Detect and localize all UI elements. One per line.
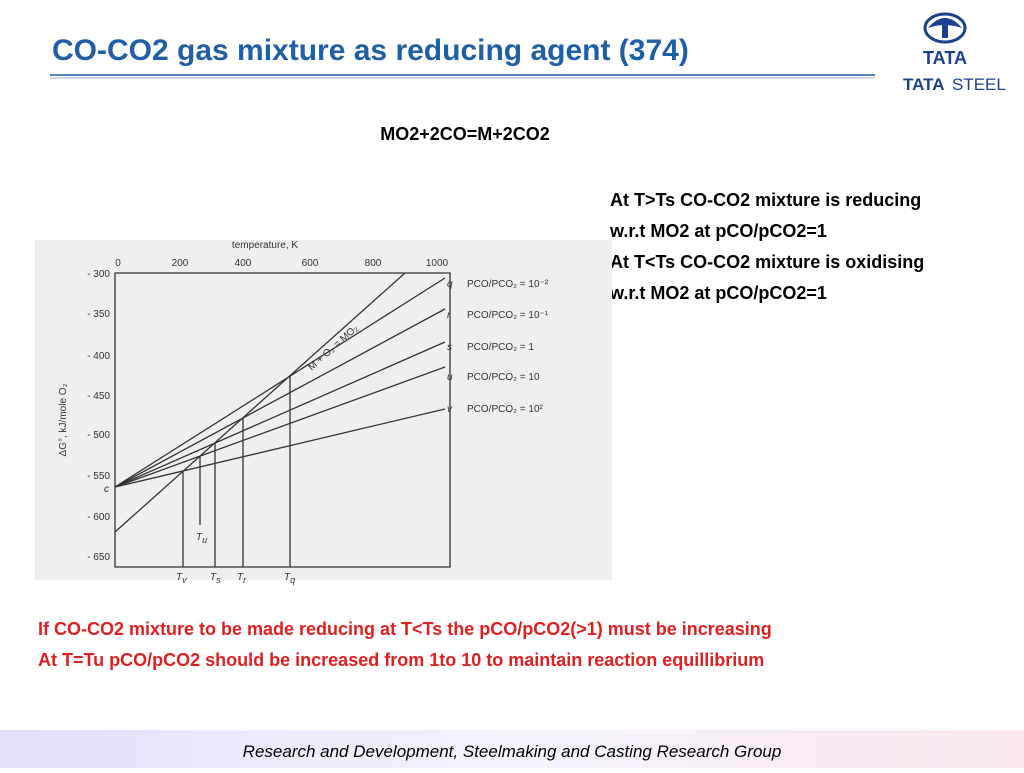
fan-letter: s: [447, 342, 452, 353]
y-tick-label: - 650: [87, 552, 110, 563]
x-tick-label: 1000: [426, 258, 449, 269]
t-main: T: [196, 532, 203, 543]
fan-letter: v: [447, 404, 453, 415]
conclusion: If CO-CO2 mixture to be made reducing at…: [38, 619, 772, 639]
t-sub: s: [216, 575, 221, 585]
temperature-label: Ts: [210, 572, 221, 585]
fan-label: PCO/PCO₂ = 10: [467, 372, 540, 383]
note: w.r.t MO2 at pCO/pCO2=1: [609, 221, 827, 241]
x-tick-label: 800: [365, 258, 382, 269]
t-sub: v: [182, 575, 187, 585]
equation: MO2+2CO=M+2CO2: [380, 124, 550, 144]
x-tick-label: 200: [172, 258, 189, 269]
y-axis-title: ΔG°, kJ/mole O₂: [58, 383, 69, 456]
y-tick-label: - 500: [87, 430, 110, 441]
t-main: T: [210, 572, 217, 583]
temperature-label: Tr: [237, 572, 247, 585]
x-tick-label: 400: [235, 258, 252, 269]
fan-label: PCO/PCO₂ = 10²: [467, 404, 544, 415]
logo: TATA TATA STEEL: [903, 12, 1006, 94]
logo-company: STEEL: [952, 75, 1006, 94]
t-sub: r: [243, 575, 247, 585]
fan-label: PCO/PCO₂ = 10⁻¹: [467, 310, 549, 321]
y-tick-label: - 350: [87, 309, 110, 320]
temperature-label: Tq: [284, 572, 295, 585]
figure-background: [35, 240, 612, 580]
y-tick-label: - 550: [87, 471, 110, 482]
note: At T<Ts CO-CO2 mixture is oxidising: [610, 252, 924, 272]
fan-label: PCO/PCO₂ = 10⁻²: [467, 279, 549, 290]
fan-letter: u: [447, 372, 453, 383]
title: CO-CO2 gas mixture as reducing agent (37…: [52, 34, 689, 67]
x-tick-label: 600: [302, 258, 319, 269]
x-tick-label: 0: [115, 258, 121, 269]
y-tick-label: - 300: [87, 269, 110, 280]
temperature-label: Tu: [196, 532, 207, 545]
note: w.r.t MO2 at pCO/pCO2=1: [609, 283, 827, 303]
fan-letter: q: [447, 279, 453, 290]
fan-letter: r: [447, 310, 451, 321]
logo-company: TATA: [903, 75, 945, 94]
t-sub: u: [202, 535, 207, 545]
fan-label: PCO/PCO₂ = 1: [467, 342, 534, 353]
logo-brand: TATA: [923, 48, 967, 68]
footer-band: [0, 730, 1024, 768]
figure: temperature, K 0 200 400 600 800 1000 - …: [35, 240, 612, 585]
y-tick-label: - 400: [87, 351, 110, 362]
origin-label: c: [104, 484, 109, 495]
footer: Research and Development, Steelmaking an…: [243, 742, 782, 761]
temperature-label: Tv: [176, 572, 187, 585]
x-axis-title: temperature, K: [232, 240, 298, 251]
note: At T>Ts CO-CO2 mixture is reducing: [610, 190, 921, 210]
t-main: T: [237, 572, 244, 583]
t-sub: q: [290, 575, 295, 585]
t-main: T: [284, 572, 291, 583]
t-main: T: [176, 572, 183, 583]
y-tick-label: - 450: [87, 391, 110, 402]
conclusion: At T=Tu pCO/pCO2 should be increased fro…: [38, 650, 764, 670]
y-tick-label: - 600: [87, 512, 110, 523]
